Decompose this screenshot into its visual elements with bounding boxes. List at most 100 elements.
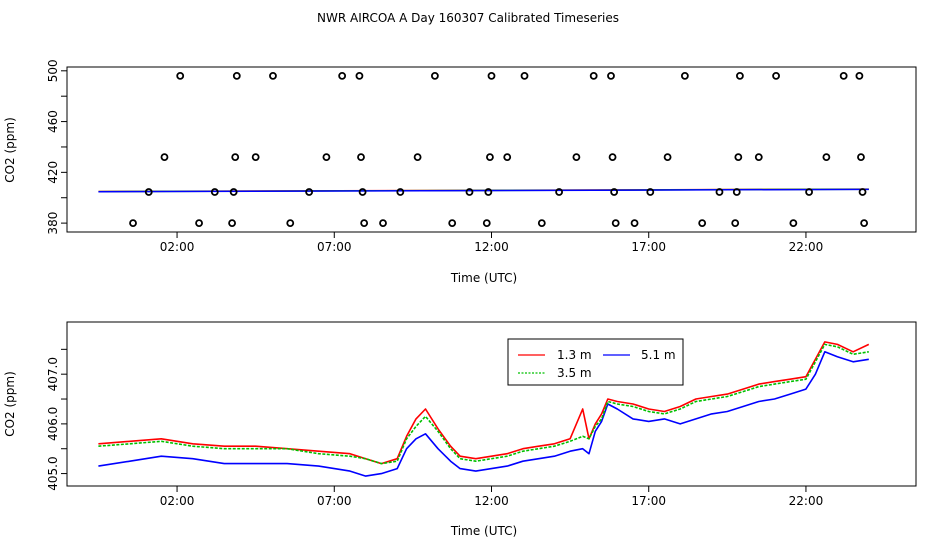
bottom-y-axis: 405.0 406.0 407.0 xyxy=(46,348,67,491)
reference-point xyxy=(487,71,496,80)
top-x-axis: 02:00 07:00 12:00 17:00 22:00 xyxy=(160,232,823,254)
reference-point xyxy=(772,71,780,80)
reference-point xyxy=(232,71,241,80)
series-line-5-1-m xyxy=(98,350,869,477)
reference-point xyxy=(630,219,639,228)
reference-point xyxy=(732,188,741,196)
reference-point xyxy=(731,219,740,228)
top-y-tick-label: 460 xyxy=(46,110,60,133)
reference-point xyxy=(396,188,405,196)
reference-point xyxy=(734,153,743,162)
reference-point xyxy=(231,153,240,162)
reference-point xyxy=(503,153,512,162)
top-x-tick-label: 22:00 xyxy=(789,240,824,254)
series-line-3-5-m xyxy=(98,343,869,465)
top-panel: 02:00 07:00 12:00 17:00 22:00 380 420 460 500 T… xyxy=(3,59,917,285)
reference-point xyxy=(610,188,619,196)
reference-point xyxy=(646,188,655,196)
reference-point xyxy=(520,71,529,80)
legend-label-3-5m: 3.5 m xyxy=(557,366,592,380)
reference-point xyxy=(822,153,831,162)
reference-point xyxy=(430,71,439,80)
reference-point xyxy=(413,153,422,162)
top-y-tick-label: 420 xyxy=(46,161,60,184)
top-y-tick-label: 500 xyxy=(46,59,60,82)
reference-point xyxy=(736,71,744,80)
bottom-x-tick-label: 22:00 xyxy=(789,494,824,508)
reference-point xyxy=(839,71,848,80)
reference-point xyxy=(228,219,236,228)
reference-point xyxy=(680,71,689,80)
reference-point xyxy=(129,219,137,228)
legend-box xyxy=(507,338,684,386)
bottom-x-tick-label: 02:00 xyxy=(160,494,195,508)
reference-point xyxy=(355,71,364,80)
top-trend-line-h51 xyxy=(98,188,869,193)
reference-point xyxy=(322,153,331,162)
reference-point xyxy=(360,219,369,228)
bottom-plot-frame xyxy=(66,321,917,487)
top-y-axis: 380 420 460 500 xyxy=(46,59,67,235)
reference-point xyxy=(251,153,260,162)
reference-point xyxy=(698,219,707,228)
bottom-x-tick-label: 07:00 xyxy=(317,494,352,508)
reference-point xyxy=(860,219,869,228)
bottom-y-tick-label: 405.0 xyxy=(46,456,60,490)
reference-point xyxy=(858,188,867,196)
reference-point xyxy=(715,188,724,196)
reference-point xyxy=(789,219,798,228)
figure-title: NWR AIRCOA A Day 160307 Calibrated Times… xyxy=(317,11,619,25)
legend-label-5-1m: 5.1 m xyxy=(641,348,676,362)
bottom-x-tick-label: 17:00 xyxy=(631,494,666,508)
reference-point xyxy=(448,219,457,228)
reference-point xyxy=(754,153,763,162)
bottom-panel: 02:00 07:00 12:00 17:00 22:00 405.0 406.0 407.… xyxy=(3,321,917,538)
reference-point xyxy=(537,219,546,228)
top-x-tick-label: 07:00 xyxy=(317,240,352,254)
reference-point xyxy=(358,188,367,196)
reference-point xyxy=(607,71,615,80)
reference-point xyxy=(555,188,564,196)
top-trend-lines xyxy=(98,188,869,193)
legend: 1.3 m 3.5 m 5.1 m xyxy=(507,338,684,386)
reference-point xyxy=(484,188,493,196)
series-line-1-3-m xyxy=(98,341,870,465)
reference-point xyxy=(855,71,864,80)
legend-label-1-3m: 1.3 m xyxy=(557,348,592,362)
reference-point xyxy=(589,71,598,80)
top-y-tick-label: 380 xyxy=(46,212,60,235)
reference-point xyxy=(286,219,295,228)
bottom-y-tick-label: 407.0 xyxy=(46,357,60,391)
top-x-axis-label: Time (UTC) xyxy=(450,271,517,285)
reference-point xyxy=(269,71,277,80)
reference-point xyxy=(486,153,494,162)
top-y-axis-label: CO2 (ppm) xyxy=(3,117,17,183)
reference-point xyxy=(482,219,491,228)
reference-point xyxy=(805,188,813,196)
reference-point xyxy=(229,188,238,196)
top-x-tick-label: 17:00 xyxy=(631,240,666,254)
reference-point xyxy=(663,153,672,162)
reference-point xyxy=(857,153,865,162)
bottom-series-lines xyxy=(98,341,870,477)
reference-point xyxy=(379,219,387,228)
top-x-tick-label: 02:00 xyxy=(160,240,195,254)
reference-point xyxy=(357,153,365,162)
top-x-tick-label: 12:00 xyxy=(474,240,509,254)
reference-point xyxy=(338,71,347,80)
reference-point xyxy=(572,153,581,162)
bottom-x-tick-label: 12:00 xyxy=(474,494,509,508)
reference-point xyxy=(611,219,620,228)
reference-point xyxy=(160,153,169,162)
reference-point xyxy=(305,188,314,196)
reference-point xyxy=(210,188,219,196)
bottom-y-tick-label: 406.0 xyxy=(46,407,60,441)
top-reference-points xyxy=(129,71,869,228)
reference-point xyxy=(144,188,153,196)
reference-point xyxy=(465,188,474,196)
reference-point xyxy=(195,219,203,228)
bottom-x-axis-label: Time (UTC) xyxy=(450,524,517,538)
top-plot-frame xyxy=(66,66,917,233)
bottom-x-axis: 02:00 07:00 12:00 17:00 22:00 xyxy=(160,486,823,508)
